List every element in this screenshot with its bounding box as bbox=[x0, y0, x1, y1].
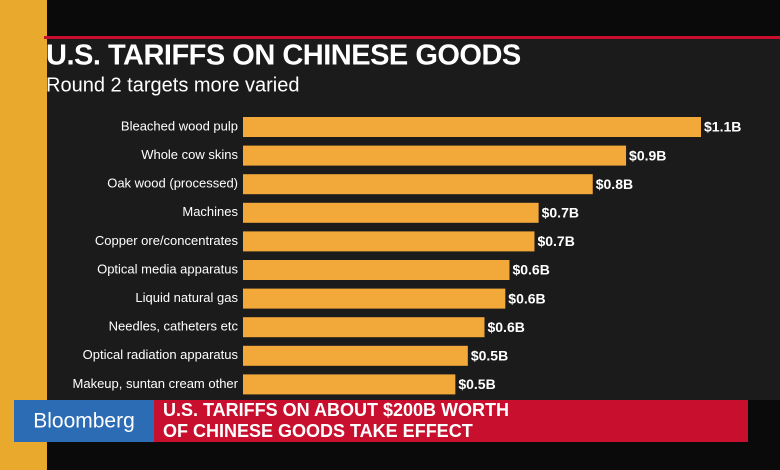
bar bbox=[243, 317, 485, 338]
value-label: $0.5B bbox=[471, 348, 508, 364]
category-label: Liquid natural gas bbox=[135, 290, 238, 305]
value-label: $0.7B bbox=[542, 205, 579, 221]
category-label: Copper ore/concentrates bbox=[95, 233, 239, 248]
value-label: $0.5B bbox=[458, 376, 495, 392]
category-label: Whole cow skins bbox=[141, 147, 238, 162]
category-label: Optical radiation apparatus bbox=[83, 347, 239, 362]
bar bbox=[243, 117, 701, 137]
value-label: $0.6B bbox=[508, 290, 545, 306]
value-label: $0.6B bbox=[512, 262, 549, 278]
bar bbox=[243, 345, 468, 366]
side-strip bbox=[0, 0, 47, 470]
value-label: $0.8B bbox=[596, 176, 633, 192]
chart-subtitle: Round 2 targets more varied bbox=[46, 74, 299, 96]
bar bbox=[243, 260, 510, 280]
category-label: Makeup, suntan cream other bbox=[73, 376, 239, 391]
bar bbox=[243, 202, 539, 223]
headline-line: U.S. TARIFFS ON ABOUT $200B WORTH bbox=[163, 400, 509, 420]
bar bbox=[243, 174, 593, 195]
bars: Bleached wood pulp $1.1B Whole cow skins $0… bbox=[73, 117, 741, 395]
category-label: Oak wood (processed) bbox=[107, 176, 238, 191]
bar bbox=[243, 145, 627, 166]
logo: Bloomberg bbox=[33, 410, 135, 433]
category-label: Bleached wood pulp bbox=[121, 118, 238, 133]
bar bbox=[243, 231, 535, 252]
value-label: $0.6B bbox=[487, 319, 524, 335]
value-label: $0.7B bbox=[537, 233, 574, 249]
category-label: Optical media apparatus bbox=[97, 261, 238, 276]
headline-line: OF CHINESE GOODS TAKE EFFECT bbox=[163, 421, 473, 441]
value-label: $1.1B bbox=[704, 119, 741, 135]
category-label: Needles, catheters etc bbox=[109, 319, 239, 334]
bar bbox=[243, 288, 506, 309]
chart-title: U.S. TARIFFS ON CHINESE GOODS bbox=[46, 40, 521, 72]
logo-box bbox=[14, 400, 154, 442]
headline-box bbox=[154, 400, 748, 442]
category-label: Machines bbox=[182, 204, 238, 219]
bar bbox=[243, 374, 456, 395]
red-rule bbox=[44, 36, 780, 39]
value-label: $0.9B bbox=[629, 147, 666, 163]
